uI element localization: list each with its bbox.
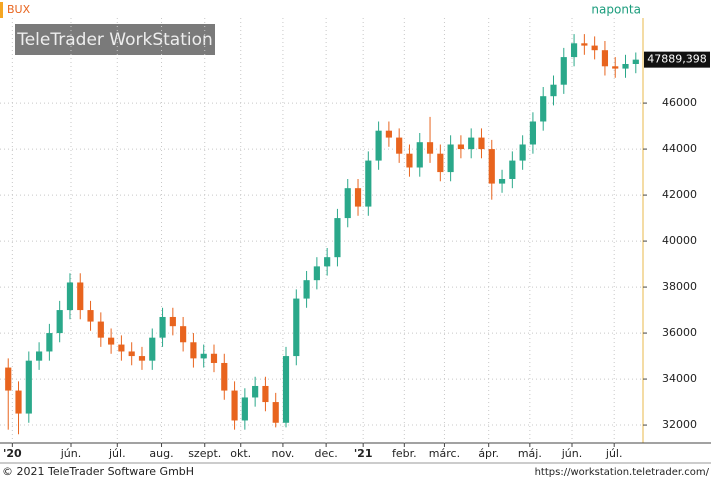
candle-body [221, 362, 228, 391]
candle-body [375, 130, 382, 161]
candle-body [385, 130, 392, 138]
x-tick-label: jún. [561, 447, 583, 460]
last-price-box [644, 51, 710, 68]
candle-body [540, 96, 547, 122]
y-tick-label: 32000 [662, 418, 697, 431]
candle-body [303, 280, 310, 299]
candle-body [591, 45, 598, 51]
candle-body [231, 390, 238, 421]
candle-body [581, 43, 588, 46]
candle-body [365, 160, 372, 207]
candle-body [612, 66, 619, 69]
x-tick-label: márc. [429, 447, 460, 460]
candle-body [5, 367, 12, 391]
watermark: TeleTrader WorkStation [16, 30, 213, 50]
candle-body [632, 59, 639, 64]
candle-body [56, 310, 63, 334]
candle-body [457, 144, 464, 150]
candle-body [334, 218, 341, 258]
y-tick-label: 40000 [662, 234, 697, 247]
candle-body [437, 153, 444, 173]
candle-body [282, 356, 290, 423]
candle-body [128, 351, 135, 357]
y-tick-label: 36000 [662, 326, 697, 339]
chart-title: BUX [7, 3, 31, 16]
x-tick-label: jún. [60, 447, 82, 460]
candle-body [241, 397, 248, 421]
last-price-label: 47889,398 [647, 53, 707, 66]
candle-body [570, 43, 578, 58]
candle-body [498, 178, 506, 184]
candle-body [272, 402, 279, 423]
candle-body [622, 63, 629, 69]
y-tick-label: 42000 [662, 188, 697, 201]
candle-body [488, 149, 495, 184]
y-tick-label: 46000 [662, 96, 697, 109]
candle-body [87, 310, 94, 322]
candle-body [190, 342, 197, 359]
candle-body [25, 360, 32, 414]
candle-body [478, 137, 485, 150]
x-tick-label: febr. [392, 447, 417, 460]
candle-body [426, 142, 434, 154]
candle-body [468, 137, 475, 150]
candle-body [396, 137, 403, 154]
candle-body [354, 188, 362, 207]
source-url: https://workstation.teletrader.com/ [535, 467, 710, 478]
candle-body [601, 50, 609, 67]
candle-body [447, 144, 454, 173]
candle-body [406, 153, 413, 168]
x-tick-label: júl. [605, 447, 623, 460]
candle-body [46, 333, 53, 352]
y-tick-label: 34000 [662, 372, 697, 385]
candle-body [180, 326, 187, 343]
candle-body [262, 385, 269, 403]
y-tick-label: 38000 [662, 280, 697, 293]
candle-body [77, 282, 84, 311]
candle-body [15, 390, 22, 414]
candle-body [36, 351, 43, 361]
candle-body [159, 316, 166, 338]
candle-body [210, 353, 218, 363]
x-tick-label: '20 [3, 447, 22, 460]
candle-body [138, 356, 146, 361]
x-tick-label: '21 [354, 447, 373, 460]
candle-body [149, 337, 156, 361]
candle-body [560, 57, 567, 85]
candle-body [416, 142, 423, 168]
candle-body [66, 282, 74, 311]
x-tick-label: aug. [149, 447, 173, 460]
x-tick-label: okt. [230, 447, 251, 460]
candle-body [252, 385, 259, 398]
candle-body [200, 353, 207, 359]
copyright: © 2021 TeleTrader Software GmbH [2, 465, 194, 478]
candle-body [519, 144, 526, 161]
candle-body [344, 188, 351, 219]
candle-body [108, 337, 115, 345]
candle-body [529, 121, 537, 145]
x-tick-label: dec. [314, 447, 337, 460]
candle-body [293, 298, 300, 357]
interval-label: naponta [591, 3, 641, 17]
candle-body [97, 321, 104, 338]
x-tick-label: ápr. [478, 447, 499, 460]
x-tick-label: máj. [518, 447, 542, 460]
candle-body [118, 344, 125, 352]
y-tick-label: 44000 [662, 142, 697, 155]
candle-body [169, 316, 176, 327]
candle-body [324, 257, 331, 267]
candle-body [550, 84, 557, 97]
candle-body [313, 266, 320, 281]
title-marker [0, 2, 3, 18]
watermark-box [15, 24, 215, 55]
x-tick-label: nov. [271, 447, 294, 460]
x-tick-label: szept. [188, 447, 221, 460]
candle-body [509, 160, 516, 179]
x-tick-label: júl. [108, 447, 126, 460]
